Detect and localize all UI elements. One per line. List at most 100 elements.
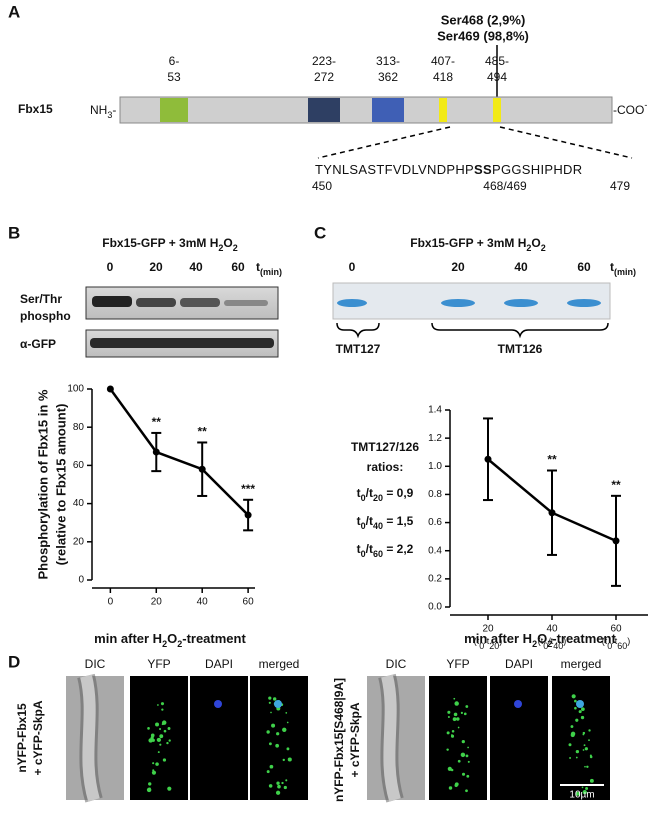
fluorescence — [287, 757, 292, 762]
data-point — [548, 509, 556, 517]
fluorescence — [575, 791, 580, 796]
x-tick-label: 60 — [243, 597, 255, 608]
nucleus — [514, 700, 522, 708]
fluorescence — [282, 758, 285, 762]
ratio-title: TMT127/126 — [351, 440, 419, 454]
strain-label: nYFP-Fbx15[S468|9A] — [332, 678, 346, 802]
y-tick-label: 1.0 — [428, 461, 442, 472]
data-point — [244, 511, 252, 519]
fluorescence — [575, 718, 579, 722]
fluorescence — [581, 707, 585, 712]
x-tick-label: 40 — [197, 597, 209, 608]
fluorescence — [160, 702, 165, 706]
fluorescence — [156, 738, 160, 742]
y-tick-label: 0.8 — [428, 489, 442, 500]
domain-range: 53 — [167, 70, 181, 84]
fluorescence — [447, 766, 452, 771]
fluorescence — [451, 729, 455, 733]
strain-label: nYFP-Fbx15 — [15, 703, 29, 773]
fluorescence — [268, 701, 271, 704]
domain — [308, 98, 340, 122]
y-tick-label: 0.0 — [428, 602, 442, 613]
fluorescence — [456, 717, 460, 721]
fluorescence — [461, 739, 465, 744]
column-label: DIC — [386, 657, 407, 671]
domain — [372, 98, 404, 122]
fluorescence — [461, 772, 466, 776]
gel-band — [441, 299, 475, 307]
fluorescence — [151, 770, 157, 775]
y-tick-label: 1.2 — [428, 433, 442, 444]
fluorescence — [460, 711, 463, 714]
column-label: merged — [561, 657, 602, 671]
time-label: 20 — [149, 260, 163, 274]
y-tick-label: 0 — [78, 575, 84, 586]
fluorescence — [582, 749, 585, 751]
hypha — [80, 674, 100, 802]
fluorescence — [453, 697, 456, 700]
fluorescence — [286, 747, 290, 751]
micrograph — [250, 676, 308, 800]
fluorescence — [147, 727, 150, 730]
fluorescence — [281, 781, 284, 785]
fluorescence — [168, 739, 171, 742]
fluorescence — [571, 694, 576, 699]
domain — [160, 98, 188, 122]
time-unit: t(min) — [256, 260, 282, 277]
fluorescence — [272, 697, 277, 701]
fluorescence — [575, 749, 580, 754]
x-tick-note: (t0/t40) — [538, 636, 567, 651]
column-label: DAPI — [505, 657, 533, 671]
fluorescence — [162, 758, 167, 762]
gel-band — [337, 299, 367, 307]
data-point — [152, 448, 160, 456]
fluorescence — [163, 729, 167, 733]
nucleus — [576, 700, 584, 708]
column-label: DAPI — [205, 657, 233, 671]
site-label: Ser469 (98,8%) — [437, 28, 529, 43]
time-label: 0 — [107, 260, 114, 274]
domain-range: 6- — [169, 54, 180, 68]
data-point — [612, 537, 620, 545]
fluorescence — [286, 721, 289, 724]
domain-range: 223- — [312, 54, 336, 68]
fluorescence — [457, 759, 461, 763]
micrograph — [429, 676, 487, 800]
time-label: 20 — [451, 260, 465, 274]
brace — [336, 322, 380, 339]
column-label: YFP — [147, 657, 170, 671]
y-tick-label: 80 — [73, 422, 85, 433]
fluorescence — [581, 786, 584, 789]
fluorescence — [585, 786, 589, 790]
fluorescence — [583, 744, 586, 747]
domain-range: 494 — [487, 70, 507, 84]
fluorescence — [159, 728, 162, 731]
column-label: DIC — [85, 657, 106, 671]
domain-range: 362 — [378, 70, 398, 84]
x-axis-label: min after H2O2-treatment — [94, 631, 246, 649]
significance: ** — [611, 478, 621, 492]
x-axis-label: min after H2O2-treatment — [464, 631, 616, 649]
time-label: 60 — [577, 260, 591, 274]
fluorescence — [584, 747, 588, 751]
fluorescence — [275, 743, 279, 748]
domain-range: 407- — [431, 54, 455, 68]
fluorescence — [589, 778, 594, 783]
fluorescence — [570, 731, 576, 736]
fluorescence — [465, 705, 469, 708]
data-point — [106, 385, 114, 393]
x-tick-label: 20 — [151, 597, 163, 608]
fluorescence — [285, 712, 288, 714]
y-tick-label: 40 — [73, 498, 85, 509]
fluorescence — [159, 743, 162, 746]
gel-band — [504, 299, 538, 307]
fluorescence — [574, 699, 577, 703]
fluorescence — [282, 727, 287, 732]
domain — [493, 98, 501, 122]
panel-title: Fbx15-GFP + 3mM H2O2 — [102, 236, 238, 253]
x-tick-note: (t0/t60) — [602, 636, 631, 651]
tmt-label: TMT127 — [336, 342, 381, 356]
scale-bar-label: 10µm — [569, 790, 594, 801]
fluorescence — [152, 762, 155, 765]
time-label: 40 — [189, 260, 203, 274]
